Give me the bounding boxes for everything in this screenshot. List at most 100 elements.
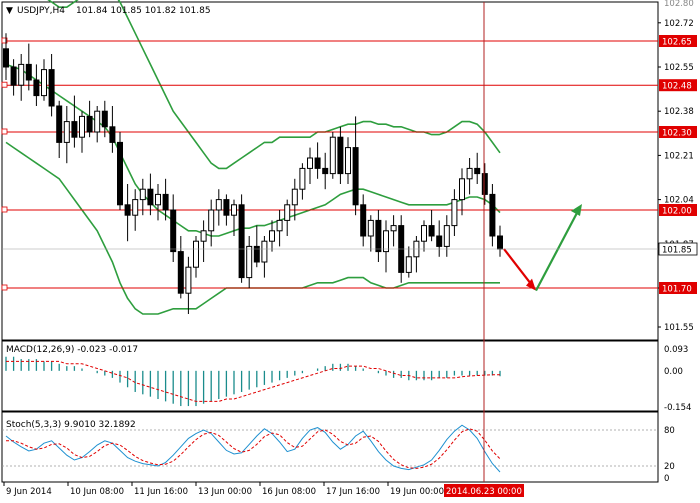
candle-body — [276, 219, 283, 232]
candle-body — [246, 245, 253, 279]
candle-body — [3, 48, 9, 68]
candle-body — [269, 230, 275, 242]
candle-body — [367, 219, 374, 237]
macd-axis-label: 0.093 — [664, 345, 688, 355]
candle-body — [18, 63, 25, 86]
chart-menu-icon[interactable]: ▼ — [6, 6, 13, 16]
candle-body — [451, 199, 458, 227]
candle-body — [33, 79, 40, 97]
symbol-timeframe-label: USDJPY,H4 — [17, 6, 65, 16]
candle-body — [71, 121, 78, 138]
level-price-text: 101.70 — [662, 285, 692, 295]
up-arrow-shaft — [535, 210, 579, 292]
down-arrow-shaft — [503, 248, 534, 288]
candle-body — [375, 219, 382, 253]
candle-body — [185, 266, 192, 294]
forecast-arrows — [503, 204, 582, 292]
candle-body — [147, 188, 154, 206]
candle-body — [238, 204, 245, 279]
candle-body — [459, 178, 465, 201]
current-price-text: 101.85 — [662, 246, 692, 256]
price-axis-label: 102.04 — [664, 196, 694, 206]
candle-body — [10, 66, 17, 86]
level-price-box — [659, 282, 697, 294]
candle-body — [307, 157, 313, 169]
time-axis-label: 19 Jun 00:00 — [390, 487, 444, 497]
level-marker-2 — [1, 128, 8, 135]
stoch-axis-label: 0 — [664, 474, 669, 484]
macd-axis-label: -0.154 — [664, 403, 691, 413]
candle-body — [337, 136, 344, 175]
level-price-box — [659, 79, 697, 92]
candle-body — [428, 225, 435, 237]
candle-body — [162, 193, 169, 211]
macd-pane — [5, 356, 501, 407]
candle-body — [443, 225, 450, 247]
candle-body — [314, 157, 321, 169]
price-axis: 102.72102.55102.38102.21102.04101.87101.… — [2, 0, 698, 484]
candle-body — [79, 115, 85, 138]
candle-body — [299, 167, 306, 190]
time-axis: 9 Jun 2014 10 Jun 08:00 11 Jun 16:00 13 Jun… — [3, 482, 524, 497]
time-highlight-box — [444, 484, 524, 497]
candle-body — [291, 188, 298, 206]
time-axis-label: 10 Jun 08:00 — [70, 487, 124, 497]
level-price-text: 102.00 — [662, 207, 692, 217]
candle-body — [139, 188, 146, 201]
price-axis-label: 102.55 — [664, 63, 694, 73]
level-price-box — [659, 35, 697, 47]
candle-body — [41, 69, 47, 97]
price-axis-label: 102.72 — [664, 19, 694, 29]
candle-body — [109, 126, 116, 143]
candle-body — [155, 193, 161, 206]
macd-title: MACD(12,26,9) -0.023 -0.017 — [6, 345, 138, 355]
candle-body — [208, 209, 215, 232]
bollinger-middle-line — [5, 63, 501, 237]
up-arrow-head — [571, 204, 582, 216]
candle-body — [383, 230, 389, 253]
candle-body — [170, 209, 177, 253]
candle-body — [329, 136, 336, 175]
candle-body — [193, 240, 199, 268]
candle-body — [56, 105, 63, 143]
candle-body — [177, 251, 184, 294]
candle-body — [390, 225, 397, 232]
candle-body — [48, 69, 55, 107]
candle-body — [63, 121, 70, 143]
candle-body — [466, 167, 473, 180]
pane-frame-2 — [1, 411, 659, 483]
stoch-signal-line — [6, 428, 501, 469]
stoch-main-line — [5, 424, 501, 473]
candle-body — [132, 199, 139, 216]
pane-frames — [1, 1, 659, 483]
candle-body — [489, 193, 496, 237]
candle-body — [101, 110, 108, 128]
time-highlight-label: 2014.06.23 00:00 — [446, 487, 522, 497]
time-axis-label: 17 Jun 16:00 — [326, 487, 380, 497]
current-price-box — [658, 242, 698, 256]
level-price-text: 102.30 — [662, 129, 692, 139]
time-axis-label: 13 Jun 00:00 — [198, 487, 252, 497]
level-marker-0 — [1, 37, 8, 44]
candle-body — [360, 204, 367, 237]
candle-body — [322, 167, 329, 175]
stoch-title: Stoch(5,3,3) 9.9010 32.1892 — [6, 420, 136, 430]
candle-body — [117, 141, 123, 206]
candle-body — [261, 240, 268, 263]
stoch-axis-label: 20 — [664, 462, 675, 472]
candle-body — [231, 204, 237, 216]
candle-body — [25, 63, 32, 81]
candlestick-series — [3, 33, 503, 314]
macd-signal-line — [6, 360, 500, 402]
down-arrow-head — [526, 278, 536, 291]
bollinger-upper-line — [47, 0, 501, 170]
candle-body — [124, 204, 131, 216]
price-axis-label: 102.38 — [664, 107, 694, 117]
candle-body — [94, 110, 101, 133]
price-axis-label: 101.55 — [664, 323, 694, 333]
candle-body — [215, 199, 222, 211]
stoch-pane — [2, 424, 658, 473]
level-price-text: 102.65 — [662, 38, 692, 48]
